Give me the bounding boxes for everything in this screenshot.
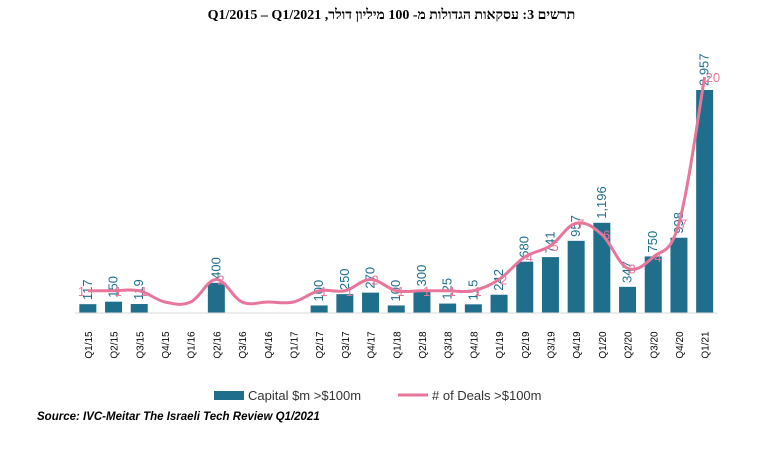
bar-Q3/15 [130,304,148,313]
deals-label-Q1/18: 1 [397,284,404,299]
chart-title: תרשים 3: עסקאות הגדולות מ- 100 מיליון דו… [207,8,576,23]
deals-label-Q4/20: 7 [680,216,687,231]
bar-label-Q1/15: 117 [80,279,95,300]
x-tick-Q4/16: Q4/16 [264,331,275,359]
source-note: Source: IVC-Meitar The Israeli Tech Revi… [37,411,320,423]
x-tick-Q3/16: Q3/16 [238,331,249,359]
bar-Q1/18 [387,305,405,313]
x-tick-Q1/15: Q1/15 [84,331,95,359]
bar-label-Q3/20: 750 [645,231,660,253]
deals-label-Q4/17: 2 [372,273,379,288]
bar-series [79,90,714,313]
bar-Q4/18 [464,304,482,313]
deals-line-series [87,76,707,306]
deals-label-Q2/16: 2 [217,273,224,288]
deals-label-Q2/15: 1 [115,284,122,299]
bar-Q2/17 [310,305,328,313]
deals-label-Q2/20: 3 [629,261,636,276]
x-tick-Q4/17: Q4/17 [367,331,378,359]
bar-label-Q4/19: 957 [568,215,583,237]
legend: Capital $m >$100m # of Deals >$100m [214,388,541,403]
deals-label-Q3/18: 1 [449,284,456,299]
deals-label-Q3/19: 5 [551,239,558,254]
deals-label-Q3/20: 4 [654,250,661,265]
bar-Q1/19 [490,294,508,313]
deals-label-Q4/19: 7 [577,216,584,231]
x-tick-Q4/18: Q4/18 [469,331,480,359]
bar-label-Q3/17: 250 [337,268,352,290]
bar-label-Q4/17: 270 [363,267,378,289]
bar-Q2/20 [619,286,637,313]
bar-Q2/18 [413,290,431,313]
bar-Q1/15 [79,304,97,313]
x-tick-Q2/15: Q2/15 [110,331,121,359]
bar-Q4/20 [670,237,688,313]
x-tick-Q3/18: Q3/18 [444,331,455,359]
bar-Q4/19 [567,240,585,313]
deals-label-Q1/20: 6 [603,228,610,243]
x-tick-Q2/16: Q2/16 [212,331,223,359]
x-tick-Q2/19: Q2/19 [521,331,532,359]
bar-label-Q2/19: 680 [517,236,532,258]
x-tick-Q4/20: Q4/20 [675,331,686,359]
x-tick-Q3/17: Q3/17 [341,331,352,359]
deals-label-Q1/21: 20 [706,70,720,85]
legend-label-deals: # of Deals >$100m [432,388,541,403]
bar-label-Q2/15: 150 [106,276,121,298]
x-tick-Q2/18: Q2/18 [418,331,429,359]
deals-label-Q2/18: 1 [423,284,430,299]
bar-Q2/16 [207,282,225,313]
bar-Q3/20 [644,256,662,313]
x-tick-Q4/19: Q4/19 [572,331,583,359]
bar-Q1/21 [696,90,714,313]
line-data-labels: 1 1 1 2 1 1 2 1 1 1 1 2 4 5 7 6 3 4 7 20 [78,70,720,299]
deals-label-Q3/17: 1 [346,284,353,299]
deals-label-Q2/19: 4 [526,250,533,265]
bar-label-Q1/21: 2,957 [697,53,712,86]
legend-label-capital: Capital $m >$100m [248,388,361,403]
deals-label-Q1/19: 2 [500,273,507,288]
deals-label-Q2/17: 1 [320,284,327,299]
x-tick-Q4/15: Q4/15 [161,331,172,359]
x-tick-Q3/19: Q3/19 [546,331,557,359]
x-tick-Q1/20: Q1/20 [598,331,609,359]
bar-Q4/17 [362,292,380,313]
legend-swatch-capital [214,391,244,400]
x-tick-Q1/21: Q1/21 [701,331,712,359]
bar-Q3/17 [336,294,354,313]
bar-Q1/20 [593,222,611,313]
bar-Q2/19 [516,261,534,313]
bar-label-Q1/20: 1,196 [594,186,609,219]
x-axis-tick-labels: Q1/15 Q2/15 Q3/15 Q4/15 Q1/16 Q2/16 Q3/16 Q4/16… [84,331,712,359]
deals-label-Q3/15: 1 [140,284,147,299]
deals-label-Q1/15: 1 [78,284,85,299]
x-tick-Q1/19: Q1/19 [495,331,506,359]
x-tick-Q1/18: Q1/18 [392,331,403,359]
bar-Q2/15 [105,301,123,313]
x-tick-Q3/20: Q3/20 [649,331,660,359]
x-tick-Q2/20: Q2/20 [624,331,635,359]
bar-Q3/19 [541,257,559,313]
bar-label-Q2/16: 400 [208,257,223,279]
deals-label-Q4/18: 1 [474,284,481,299]
bar-label-Q2/18: 300 [414,265,429,287]
x-tick-Q3/15: Q3/15 [135,331,146,359]
bar-Q3/18 [439,303,457,313]
x-tick-Q2/17: Q2/17 [315,331,326,359]
x-tick-Q1/17: Q1/17 [289,331,300,359]
bar-label-Q3/18: 125 [440,278,455,300]
x-tick-Q1/16: Q1/16 [187,331,198,359]
